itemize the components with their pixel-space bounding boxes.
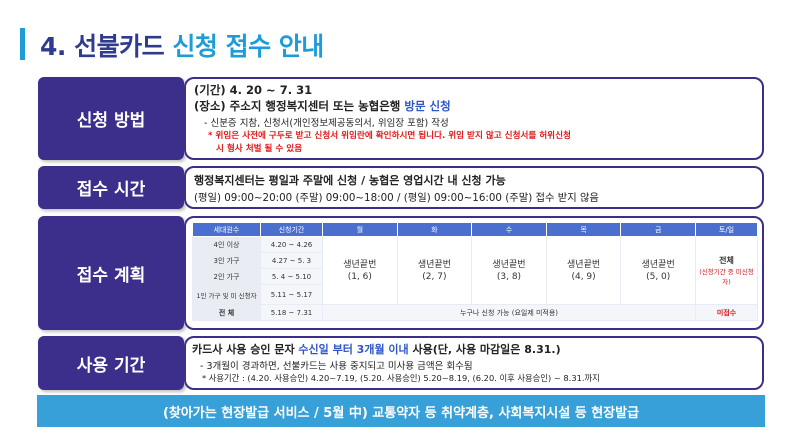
day-cell-weekend: 전체 (신청기간 중 미신청자) bbox=[695, 236, 758, 305]
hours-line-1: 행정복지센터는 평일과 주말에 신청 / 농협은 영업시간 내 신청 가능 bbox=[194, 174, 506, 187]
hours-box: 행정복지센터는 평일과 주말에 신청 / 농협은 영업시간 내 신청 가능 (평… bbox=[184, 166, 764, 209]
usage-line-3: * 사용기간 : (4.20. 사용승인) 4.20~7.19, (5.20. … bbox=[202, 373, 600, 383]
birth-digits: (4, 9) bbox=[571, 271, 596, 282]
total-note: 누구나 신청 가능 (요일제 미적용) bbox=[322, 304, 696, 321]
title-prefix: 선불카드 bbox=[74, 32, 165, 61]
day-cell-tue: 생년끝번 (2, 7) bbox=[396, 236, 473, 305]
table-row: 1인 가구 및 미 신청자 5.11 ~ 5.17 bbox=[192, 284, 758, 305]
table-row: 3인 가구 4.27 ~ 5. 3 bbox=[192, 252, 758, 269]
day-cell-fri: 생년끝번 (5, 0) bbox=[620, 236, 696, 305]
header-period: 신청기간 bbox=[260, 222, 323, 237]
birth-label: 생년끝번 bbox=[492, 259, 526, 270]
weekend-note: (신청기간 중 미신청자) bbox=[699, 268, 754, 286]
total-name: 전 체 bbox=[192, 304, 261, 321]
birth-label: 생년끝번 bbox=[343, 259, 377, 270]
method-place: (장소) 주소지 행정복지센터 또는 농협은행 방문 신청 bbox=[194, 98, 451, 114]
schedule-header-row: 세대원수 신청기간 월 화 수 목 금 토/일 bbox=[192, 222, 758, 237]
birth-label: 생년끝번 bbox=[641, 259, 675, 270]
onsite-service-banner: (찾아가는 현장발급 서비스 / 5월 中) 교통약자 등 취약계층, 사회복지… bbox=[37, 395, 765, 427]
day-cell-thu: 생년끝번 (4, 9) bbox=[545, 236, 622, 305]
usage-line-1b: 수신일 부터 3개월 이내 bbox=[298, 343, 409, 356]
method-visit: 방문 신청 bbox=[404, 99, 451, 113]
usage-box: 카드사 사용 승인 문자 수신일 부터 3개월 이내 사용(단, 사용 마감일은… bbox=[184, 336, 764, 390]
method-place-text: (장소) 주소지 행정복지센터 또는 농협은행 bbox=[194, 99, 405, 113]
method-box: (기간) 4. 20 ~ 7. 31 (장소) 주소지 행정복지센터 또는 농협… bbox=[184, 77, 764, 160]
group-period: 5.11 ~ 5.17 bbox=[260, 284, 323, 305]
weekend-main: 전체 bbox=[719, 256, 734, 265]
header-household: 세대원수 bbox=[192, 222, 261, 237]
day-cell-wed: 생년끝번 (3, 8) bbox=[471, 236, 547, 305]
usage-line-2: - 3개월이 경과하면, 선불카드는 사용 중지되고 미사용 금액은 회수됨 bbox=[200, 361, 473, 372]
usage-line-1: 카드사 사용 승인 문자 수신일 부터 3개월 이내 사용(단, 사용 마감일은… bbox=[192, 341, 561, 357]
group-period: 4.27 ~ 5. 3 bbox=[260, 252, 323, 269]
birth-label: 생년끝번 bbox=[417, 259, 451, 270]
title-accent-bar bbox=[20, 28, 25, 60]
header-mon: 월 bbox=[322, 222, 398, 237]
usage-line-1a: 카드사 사용 승인 문자 bbox=[192, 343, 299, 356]
title-number: 4. bbox=[40, 32, 66, 61]
table-row-total: 전 체 5.18 ~ 7.31 누구나 신청 가능 (요일제 미적용) 미접수 bbox=[192, 304, 758, 321]
birth-digits: (5, 0) bbox=[646, 271, 671, 282]
group-period: 5. 4 ~ 5.10 bbox=[260, 268, 323, 285]
group-name: 4인 이상 bbox=[192, 236, 261, 253]
header-fri: 금 bbox=[620, 222, 696, 237]
label-hours: 접수 시간 bbox=[38, 166, 184, 209]
group-name: 2인 가구 bbox=[192, 268, 261, 285]
header-weekend: 토/일 bbox=[695, 222, 758, 237]
label-schedule: 접수 계획 bbox=[38, 216, 184, 330]
title-suffix: 신청 접수 안내 bbox=[172, 32, 324, 61]
usage-line-1c: 사용(단, 사용 마감일은 8.31.) bbox=[408, 343, 561, 356]
page-title: 4. 선불카드 신청 접수 안내 bbox=[40, 27, 324, 63]
hours-line-2: (평일) 09:00~20:00 (주말) 09:00~18:00 / (평일)… bbox=[194, 192, 599, 204]
label-method: 신청 방법 bbox=[38, 77, 184, 160]
header-thu: 목 bbox=[545, 222, 622, 237]
total-period: 5.18 ~ 7.31 bbox=[260, 304, 323, 321]
day-cell-mon: 생년끝번 (1, 6) bbox=[322, 236, 398, 305]
birth-digits: (2, 7) bbox=[422, 271, 447, 282]
method-period: (기간) 4. 20 ~ 7. 31 bbox=[194, 83, 313, 97]
label-usage: 사용 기간 bbox=[38, 336, 184, 390]
method-docs: - 신분증 지참, 신청서(개인정보제공동의서, 위임장 포함) 작성 bbox=[204, 118, 449, 129]
birth-label: 생년끝번 bbox=[567, 259, 601, 270]
header-wed: 수 bbox=[471, 222, 547, 237]
header-tue: 화 bbox=[396, 222, 473, 237]
table-row: 4인 이상 4.20 ~ 4.26 생년끝번 (1, 6) 생년끝번 (2, 7) … bbox=[192, 236, 758, 305]
schedule-table: 세대원수 신청기간 월 화 수 목 금 토/일 4인 이상 4.20 ~ 4.2… bbox=[192, 222, 758, 321]
birth-digits: (1, 6) bbox=[347, 271, 372, 282]
method-warning-1: * 위임은 사전에 구두로 받고 신청서 위임란에 확인하시면 됩니다. 위임 … bbox=[208, 131, 571, 141]
group-name: 3인 가구 bbox=[192, 252, 261, 269]
method-warning-2: 시 형사 처벌 될 수 있음 bbox=[216, 144, 303, 154]
group-name: 1인 가구 및 미 신청자 bbox=[192, 284, 261, 305]
total-weekend: 미접수 bbox=[695, 304, 758, 321]
schedule-box: 세대원수 신청기간 월 화 수 목 금 토/일 4인 이상 4.20 ~ 4.2… bbox=[184, 216, 764, 330]
group-period: 4.20 ~ 4.26 bbox=[260, 236, 323, 253]
birth-digits: (3, 8) bbox=[496, 271, 522, 282]
